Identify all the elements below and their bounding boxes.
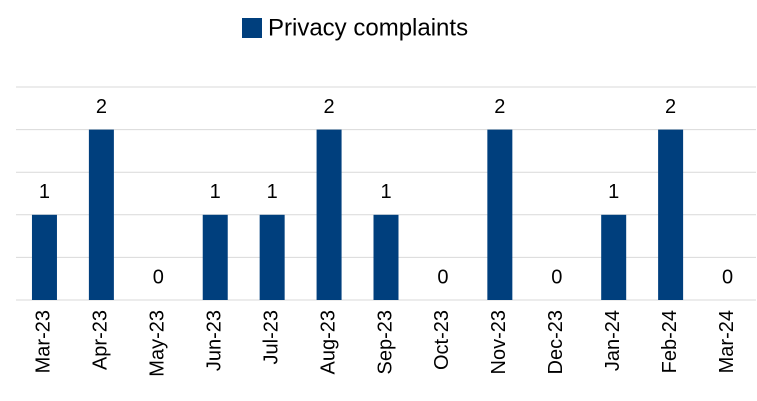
data-label: 2 [96,96,107,118]
x-tick-label: Feb-24 [659,310,681,373]
bar [487,129,513,300]
data-label: 2 [324,96,335,118]
x-tick-label: Oct-23 [431,310,453,370]
x-tick-label: Mar-24 [716,310,738,373]
legend-swatch [242,18,262,38]
bar [202,214,228,300]
bar [259,214,285,300]
data-label: 1 [39,181,50,203]
x-tick-label: Aug-23 [317,310,339,375]
x-tick-label: Jul-23 [260,310,282,364]
bar [373,214,399,300]
bar [316,129,342,300]
data-label: 1 [608,181,619,203]
x-tick-label: Jun-23 [204,310,226,371]
x-tick-label: Nov-23 [488,310,510,374]
data-label: 1 [267,181,278,203]
data-label: 0 [722,266,733,288]
bar [31,214,57,300]
data-label: 2 [494,96,505,118]
x-tick-label: May-23 [147,310,169,377]
data-label: 1 [210,181,221,203]
bar [601,214,627,300]
data-label: 0 [153,266,164,288]
bar [658,129,684,300]
x-tick-label: Sep-23 [374,310,396,375]
data-label: 1 [380,181,391,203]
data-label: 2 [665,96,676,118]
data-label: 0 [551,266,562,288]
legend-label: Privacy complaints [268,14,468,41]
data-label: 0 [437,266,448,288]
bar [88,129,114,300]
x-tick-label: Dec-23 [545,310,567,374]
x-tick-label: Apr-23 [90,310,112,370]
x-tick-label: Mar-23 [33,310,55,373]
x-tick-label: Jan-24 [602,310,624,371]
